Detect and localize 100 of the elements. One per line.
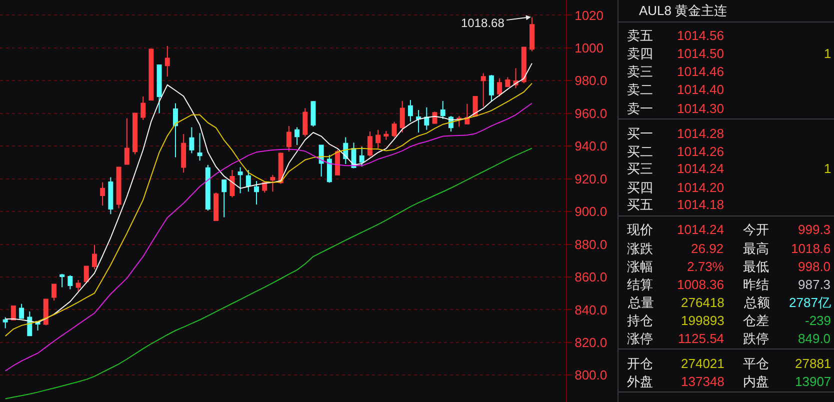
- y-tick-label: 940.0: [574, 138, 608, 154]
- candlestick: [108, 176, 114, 215]
- y-tick-label: 880.0: [574, 236, 608, 252]
- candlestick: [100, 182, 106, 206]
- text: AUL8 黄金主连: [639, 3, 728, 18]
- candlestick: [19, 303, 24, 319]
- candlestick: [51, 284, 56, 302]
- candlestick: [238, 166, 243, 194]
- y-tick-label: 1020: [574, 8, 604, 23]
- text: 买五: [627, 197, 653, 212]
- line-series: [4, 102, 532, 372]
- text: 开仓: [627, 356, 653, 371]
- candlestick: [318, 144, 324, 178]
- text: 2.73%: [687, 259, 724, 274]
- line-series: [4, 148, 532, 400]
- text: -239: [805, 313, 832, 328]
- text: 买一: [627, 126, 653, 141]
- candlestick: [376, 129, 381, 149]
- text: 1: [824, 161, 832, 176]
- text: 1018.6: [791, 241, 831, 256]
- candlestick: [10, 305, 16, 320]
- candlestick: [197, 132, 202, 162]
- text: 274021: [681, 356, 724, 371]
- candlestick: [294, 126, 300, 146]
- text: 涨停: [627, 331, 653, 346]
- y-tick-label: 920.0: [574, 171, 608, 186]
- text: 2787亿: [789, 295, 831, 310]
- text: 1125.54: [678, 331, 724, 346]
- text: 涨跌: [627, 241, 653, 256]
- text: 外盘: [627, 374, 653, 389]
- candlestick: [505, 76, 510, 88]
- candlestick: [392, 121, 397, 138]
- candlestick: [140, 96, 146, 120]
- candlestick: [310, 100, 316, 128]
- candlestick: [230, 170, 235, 198]
- candlestick: [440, 100, 446, 120]
- y-tick-label: 840.0: [574, 302, 608, 318]
- y-tick-label: 800.0: [574, 368, 608, 383]
- candlestick: [164, 45, 170, 78]
- candlestick: [335, 149, 340, 176]
- candlestick: [497, 78, 502, 98]
- text: 卖四: [627, 46, 653, 61]
- text: 涨幅: [627, 259, 653, 274]
- text: 1014.56: [677, 28, 724, 43]
- text: 跌停: [743, 331, 769, 346]
- candlestick: [205, 164, 210, 212]
- candlestick: [384, 130, 389, 140]
- candlestick: [270, 174, 276, 192]
- text: 昨结: [743, 277, 769, 292]
- text: 买四: [627, 180, 653, 195]
- candlestick: [488, 74, 494, 102]
- candlestick: [359, 146, 364, 168]
- text: 总量: [627, 295, 654, 310]
- text: 987.3: [798, 277, 831, 292]
- candlestick: [367, 131, 372, 158]
- candlestick: [416, 109, 422, 134]
- text: 1014.24: [677, 161, 724, 176]
- text: 仓差: [743, 313, 769, 328]
- annotation: 1018.68: [461, 16, 505, 30]
- candlestick: [326, 154, 332, 184]
- candlestick: [408, 99, 413, 122]
- candlestick: [480, 72, 486, 108]
- candlestick: [424, 106, 430, 130]
- candlestick: [254, 180, 259, 206]
- text: 最低: [743, 259, 769, 274]
- text: 1014.18: [677, 197, 724, 212]
- text: 平仓: [743, 356, 769, 371]
- candlestick: [27, 311, 32, 336]
- candlestick: [214, 192, 218, 222]
- y-tick-label: 960.0: [574, 106, 608, 121]
- text: 276418: [681, 295, 724, 310]
- candlestick: [132, 112, 138, 155]
- text: 现价: [627, 222, 653, 237]
- text: 199893: [681, 313, 724, 328]
- candlestick: [302, 108, 308, 138]
- candlestick: [148, 48, 154, 100]
- y-tick-label: 820.0: [574, 334, 608, 350]
- candlestick: [246, 170, 251, 192]
- candlestick: [116, 166, 122, 209]
- candlestick: [173, 102, 178, 158]
- text: 1014.28: [677, 126, 724, 141]
- text: 1014.24: [677, 222, 724, 237]
- text: 26.92: [691, 241, 724, 256]
- y-tick-label: 860.0: [574, 270, 608, 285]
- candlestick: [181, 134, 186, 174]
- text: 卖一: [627, 101, 653, 116]
- text: 今开: [743, 222, 769, 237]
- text: 卖五: [627, 28, 653, 43]
- candlestick: [60, 273, 65, 288]
- text: 买二: [627, 144, 653, 159]
- text: 1014.30: [677, 101, 724, 116]
- text: 1014.20: [677, 180, 724, 195]
- text: 买三: [627, 161, 653, 176]
- text: 13907: [795, 374, 832, 389]
- candlestick: [222, 179, 227, 218]
- text: 137348: [681, 374, 724, 389]
- text: 内盘: [743, 374, 769, 389]
- text: 998.0: [798, 259, 831, 274]
- candlestick: [124, 118, 130, 165]
- candlestick: [189, 126, 194, 154]
